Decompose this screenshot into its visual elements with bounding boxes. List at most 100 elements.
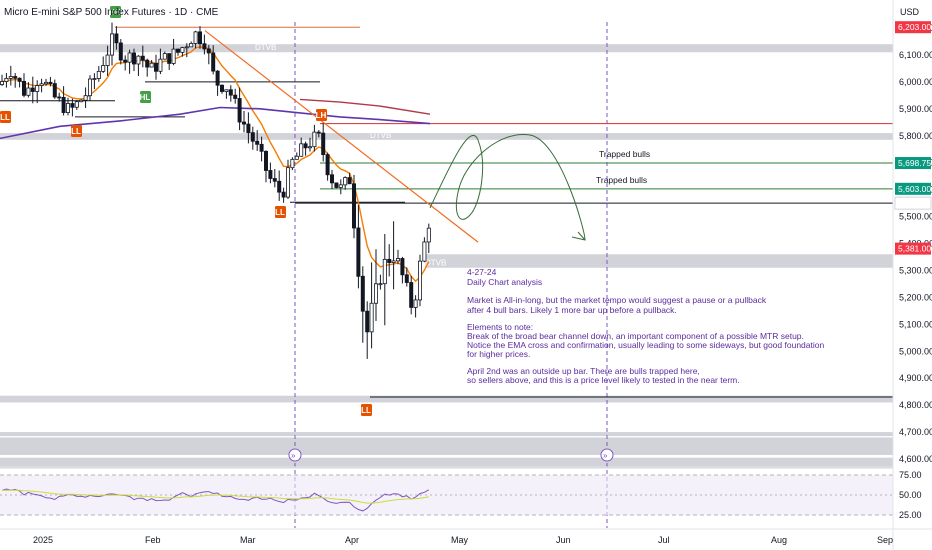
candle bbox=[365, 301, 370, 359]
candle-body bbox=[175, 48, 180, 53]
candle bbox=[13, 73, 18, 88]
candle bbox=[162, 51, 167, 60]
candle-body bbox=[17, 77, 22, 82]
note-date: 4-27-24 bbox=[467, 267, 497, 277]
candle bbox=[378, 274, 383, 290]
time-tick-label: Jun bbox=[556, 535, 571, 545]
swing-tags: HH HL LL LL LH LL LL bbox=[0, 6, 372, 416]
price-tick-label: 4,900.00 bbox=[899, 373, 932, 383]
candle-body bbox=[202, 43, 207, 50]
candle bbox=[140, 45, 145, 68]
candle-body bbox=[140, 55, 145, 61]
candle-body bbox=[360, 275, 365, 312]
price-tick-label: 5,900.00 bbox=[899, 104, 932, 114]
candle-body bbox=[158, 58, 163, 72]
zone-label: DTVB bbox=[255, 43, 276, 52]
candle bbox=[202, 34, 207, 55]
candle-body bbox=[206, 48, 211, 54]
candle-body bbox=[180, 47, 185, 53]
candle bbox=[373, 249, 378, 322]
swing-tag-text: LL bbox=[71, 127, 81, 136]
candle-body bbox=[189, 43, 194, 48]
price-label-box bbox=[895, 157, 931, 170]
candle bbox=[241, 111, 246, 133]
price-tick-label: 4,700.00 bbox=[899, 427, 932, 437]
swing-tag-box bbox=[275, 206, 286, 218]
candle-body bbox=[184, 46, 189, 49]
candle bbox=[268, 162, 273, 184]
swing-tag-text: HH bbox=[109, 8, 121, 17]
candle bbox=[237, 87, 242, 131]
candle bbox=[334, 182, 339, 189]
candle bbox=[417, 254, 422, 307]
candle-body bbox=[290, 158, 295, 169]
candle bbox=[171, 38, 176, 66]
swing-tag-box bbox=[110, 6, 121, 18]
candle-body bbox=[272, 178, 277, 182]
candle-body bbox=[26, 87, 31, 96]
price-tick-label: 4,600.00 bbox=[899, 454, 932, 464]
candle-body bbox=[74, 101, 79, 108]
candle-body bbox=[351, 183, 356, 229]
candle-body bbox=[110, 33, 115, 56]
candle bbox=[105, 45, 110, 76]
candle bbox=[39, 78, 44, 93]
candle bbox=[0, 74, 4, 86]
currency-label: USD bbox=[900, 7, 920, 17]
candle bbox=[321, 122, 326, 162]
rsi-line bbox=[1, 488, 430, 512]
marker-glyph: » bbox=[603, 451, 608, 460]
candle bbox=[413, 295, 418, 318]
candle-body bbox=[167, 53, 172, 64]
candle-body bbox=[8, 76, 13, 79]
candle bbox=[400, 256, 405, 284]
candle bbox=[255, 130, 260, 151]
candle bbox=[101, 56, 106, 73]
candle bbox=[224, 89, 229, 99]
level-label: Trapped bulls bbox=[599, 149, 650, 159]
candle-body bbox=[171, 48, 176, 64]
ema-fast-line bbox=[1, 46, 430, 283]
candle-body bbox=[343, 177, 348, 186]
candle bbox=[206, 44, 211, 65]
zone-layer: DTVB DTVB DTVB bbox=[0, 43, 893, 469]
candle-body bbox=[211, 52, 216, 72]
time-tick-label: Feb bbox=[145, 535, 161, 545]
note-p3-l1: April 2nd was an outside up bar. There a… bbox=[467, 366, 700, 376]
swing-tag-box bbox=[140, 91, 151, 103]
price-tick-label: 5,300.00 bbox=[899, 265, 932, 275]
time-tick-label: Mar bbox=[240, 535, 256, 545]
candle bbox=[123, 55, 128, 71]
candle bbox=[44, 78, 49, 86]
candle-body bbox=[338, 184, 343, 188]
candle-body bbox=[285, 167, 290, 198]
price-label-text: 5,549.75 bbox=[898, 198, 931, 208]
price-label-text: 5,381.00 bbox=[898, 244, 931, 254]
candle-body bbox=[369, 302, 374, 333]
candle-body bbox=[105, 54, 110, 66]
candle bbox=[211, 45, 216, 75]
candle bbox=[369, 262, 374, 349]
note-p2-l1: Break of the broad bear channel down, an… bbox=[467, 331, 804, 341]
candle bbox=[347, 172, 352, 185]
candle-body bbox=[224, 89, 229, 92]
candle bbox=[303, 141, 308, 156]
candles-layer[interactable] bbox=[0, 22, 431, 359]
candle bbox=[338, 179, 343, 195]
zone-label: DTVB bbox=[370, 131, 391, 140]
time-tick-label: Apr bbox=[345, 535, 359, 545]
price-tick-label: 5,500.00 bbox=[899, 212, 932, 222]
candle-body bbox=[131, 52, 136, 65]
candle-body bbox=[422, 241, 427, 262]
candle bbox=[325, 152, 330, 181]
candle bbox=[136, 55, 141, 76]
candle-body bbox=[92, 78, 97, 80]
candle bbox=[285, 159, 290, 199]
candle-body bbox=[356, 227, 361, 277]
candle-body bbox=[391, 260, 396, 263]
price-label-box bbox=[895, 21, 931, 34]
candle bbox=[391, 221, 396, 290]
bear-trendline bbox=[204, 30, 479, 243]
marker-circle bbox=[600, 448, 614, 462]
